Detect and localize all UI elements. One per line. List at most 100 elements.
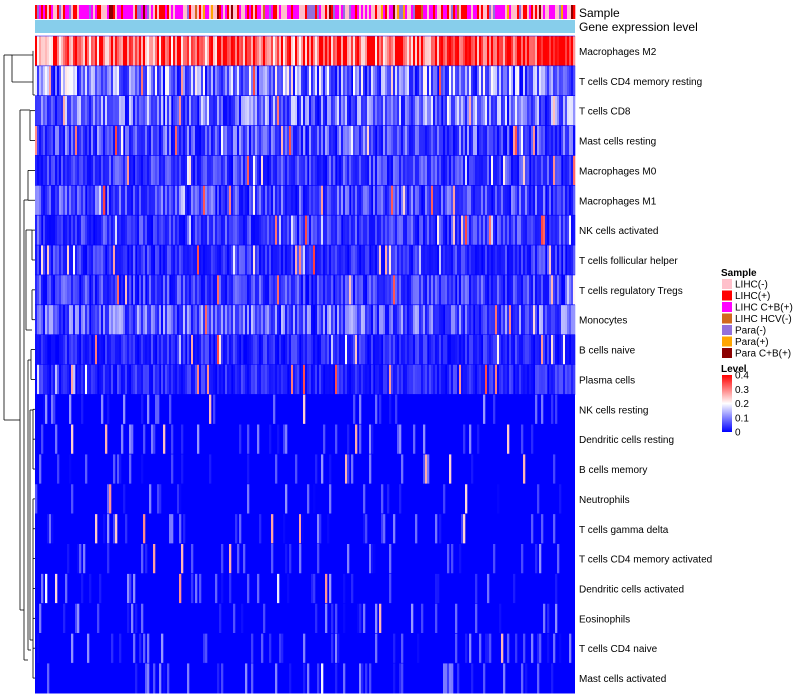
- heatmap-cell: [79, 155, 82, 186]
- heatmap-cell: [271, 334, 274, 365]
- heatmap-cell: [535, 274, 538, 306]
- heatmap-cell: [555, 274, 558, 306]
- heatmap-row: [35, 394, 575, 425]
- heatmap-cell: [251, 633, 254, 664]
- heatmap-cell: [65, 274, 68, 306]
- sample-legend-title: Sample: [721, 268, 757, 279]
- heatmap-cell: [331, 274, 334, 306]
- heatmap-cell: [517, 274, 520, 306]
- heatmap-cell: [129, 454, 132, 485]
- heatmap-cell: [571, 125, 574, 156]
- heatmap-cell: [535, 394, 538, 425]
- heatmap-cell: [331, 95, 334, 127]
- heatmap-cell: [199, 364, 202, 395]
- heatmap-cell: [189, 65, 192, 97]
- heatmap-cell: [289, 245, 292, 276]
- heatmap-cell: [361, 304, 364, 336]
- sample-annotation-cell: [573, 5, 576, 19]
- heatmap-cell: [215, 334, 218, 365]
- sample-annotation-cell: [165, 5, 168, 19]
- heatmap-cell: [127, 36, 130, 67]
- heatmap-cell: [307, 36, 310, 67]
- sample-annotation-cell: [335, 5, 338, 19]
- heatmap-cell: [345, 274, 348, 306]
- heatmap-cell: [159, 125, 162, 156]
- heatmap-cell: [71, 483, 74, 515]
- heatmap-cell: [233, 185, 236, 216]
- heatmap-cell: [413, 245, 416, 276]
- heatmap-cell: [309, 36, 312, 67]
- heatmap-cell: [485, 215, 488, 246]
- heatmap-cell: [507, 364, 510, 395]
- heatmap-cell: [393, 663, 396, 694]
- heatmap-cell: [81, 394, 84, 425]
- heatmap-cell: [313, 245, 316, 276]
- heatmap-cell: [473, 364, 476, 395]
- heatmap-cell: [369, 36, 372, 67]
- sample-annotation-cell: [267, 5, 270, 19]
- heatmap-cell: [353, 304, 356, 336]
- heatmap-cell: [201, 185, 204, 216]
- sample-annotation-cell: [529, 5, 532, 19]
- heatmap-cell: [153, 304, 156, 336]
- row-label: Eosinophils: [579, 614, 630, 625]
- heatmap-cell: [301, 274, 304, 306]
- heatmap-cell: [139, 304, 142, 336]
- heatmap-cell: [305, 65, 308, 97]
- heatmap-cell: [389, 245, 392, 276]
- heatmap-cell: [279, 185, 282, 216]
- heatmap-cell: [535, 543, 538, 575]
- sample-annotation-cell: [467, 5, 470, 19]
- heatmap-cell: [153, 36, 156, 67]
- heatmap-cell: [77, 274, 80, 306]
- heatmap-cell: [525, 274, 528, 306]
- heatmap-cell: [355, 36, 358, 67]
- heatmap-cell: [307, 65, 310, 97]
- heatmap-cell: [175, 304, 178, 336]
- heatmap-cell: [403, 215, 406, 246]
- heatmap-cell: [543, 304, 546, 336]
- heatmap-cell: [467, 364, 470, 395]
- sample-annotation-cell: [257, 5, 260, 19]
- heatmap-cell: [77, 603, 80, 634]
- heatmap-cell: [219, 364, 222, 395]
- heatmap-cell: [269, 95, 272, 127]
- heatmap-cell: [525, 364, 528, 395]
- heatmap-cell: [283, 304, 286, 336]
- heatmap-cell: [483, 36, 486, 67]
- heatmap-cell: [345, 334, 348, 365]
- heatmap-cell: [263, 95, 266, 127]
- heatmap-cell: [287, 185, 290, 216]
- heatmap-cell: [483, 394, 486, 425]
- sample-annotation-cell: [525, 5, 528, 19]
- heatmap-cell: [333, 125, 336, 156]
- heatmap-cell: [293, 155, 296, 186]
- heatmap-cell: [379, 364, 382, 395]
- heatmap-cell: [431, 65, 434, 97]
- heatmap-cell: [555, 36, 558, 67]
- heatmap-cell: [313, 185, 316, 216]
- heatmap-cell: [439, 334, 442, 365]
- heatmap-cell: [415, 274, 418, 306]
- heatmap-cell: [463, 65, 466, 97]
- heatmap-cell: [437, 155, 440, 186]
- heatmap-cell: [539, 65, 542, 97]
- heatmap-cell: [425, 95, 428, 127]
- heatmap-cell: [347, 424, 350, 455]
- sample-annotation-cell: [325, 5, 328, 19]
- heatmap-cell: [399, 274, 402, 306]
- heatmap-cell: [521, 364, 524, 395]
- heatmap-cell: [147, 65, 150, 97]
- heatmap-cell: [477, 36, 480, 67]
- heatmap-cell: [377, 65, 380, 97]
- heatmap-cell: [343, 185, 346, 216]
- heatmap-cell: [389, 573, 392, 604]
- heatmap-cell: [185, 95, 188, 127]
- heatmap-cell: [221, 155, 224, 186]
- heatmap-cell: [535, 245, 538, 276]
- heatmap-cell: [311, 573, 314, 604]
- heatmap-cell: [133, 95, 136, 127]
- heatmap-cell: [329, 573, 332, 604]
- heatmap-cell: [567, 95, 570, 127]
- heatmap-cell: [355, 304, 358, 336]
